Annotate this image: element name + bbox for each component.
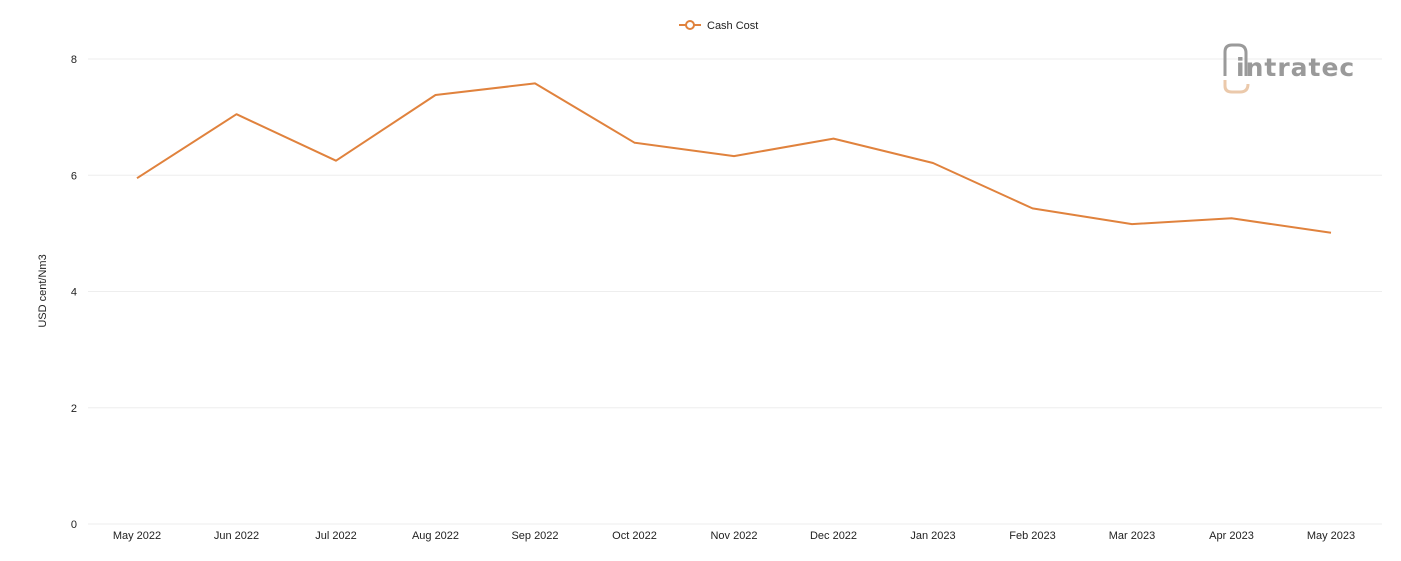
x-tick-label: Apr 2023 xyxy=(1209,530,1254,542)
x-tick-label: Aug 2022 xyxy=(412,530,459,542)
x-tick-label: Nov 2022 xyxy=(710,530,757,542)
data-point[interactable] xyxy=(430,89,442,101)
y-axis-label: USD cent/Nm3 xyxy=(37,254,49,327)
data-point[interactable] xyxy=(828,133,840,145)
y-tick-label: 8 xyxy=(71,54,77,66)
y-axis-ticks: 0 2 4 6 8 xyxy=(71,54,77,531)
x-tick-label: May 2022 xyxy=(113,530,161,542)
data-point[interactable] xyxy=(330,155,342,167)
x-tick-label: Jun 2022 xyxy=(214,530,259,542)
grid-lines xyxy=(88,58,1382,525)
data-point[interactable] xyxy=(728,150,740,162)
data-point[interactable] xyxy=(131,172,143,184)
x-axis-ticks: May 2022 Jun 2022 Jul 2022 Aug 2022 Sep 2022… xyxy=(113,530,1355,542)
series-line[interactable] xyxy=(136,82,1332,234)
data-point[interactable] xyxy=(1325,227,1337,239)
y-tick-label: 6 xyxy=(71,170,77,182)
x-tick-label: Feb 2023 xyxy=(1009,530,1055,542)
data-point[interactable] xyxy=(1027,202,1039,214)
x-tick-label: Dec 2022 xyxy=(810,530,857,542)
x-tick-label: Mar 2023 xyxy=(1109,530,1155,542)
data-point[interactable] xyxy=(629,137,641,149)
logo-text: intratec xyxy=(1236,53,1355,82)
intratec-logo: intratec xyxy=(1223,43,1355,94)
data-point[interactable] xyxy=(1126,218,1138,230)
data-point[interactable] xyxy=(1226,212,1238,224)
data-point[interactable] xyxy=(529,77,541,89)
y-tick-label: 4 xyxy=(71,287,77,299)
y-tick-label: 2 xyxy=(71,403,77,415)
data-point[interactable] xyxy=(927,157,939,169)
legend-circle-marker xyxy=(685,20,695,30)
series-group xyxy=(131,77,1337,239)
legend[interactable]: Cash Cost xyxy=(679,20,758,32)
data-point[interactable] xyxy=(231,108,243,120)
x-tick-label: Oct 2022 xyxy=(612,530,657,542)
x-tick-label: Jul 2022 xyxy=(315,530,357,542)
x-tick-label: Sep 2022 xyxy=(511,530,558,542)
x-tick-label: May 2023 xyxy=(1307,530,1355,542)
logo-hook-icon xyxy=(1223,80,1250,94)
x-tick-label: Jan 2023 xyxy=(910,530,955,542)
y-tick-label: 0 xyxy=(71,519,77,531)
logo-arch-icon xyxy=(1223,43,1248,76)
legend-label: Cash Cost xyxy=(707,20,758,32)
